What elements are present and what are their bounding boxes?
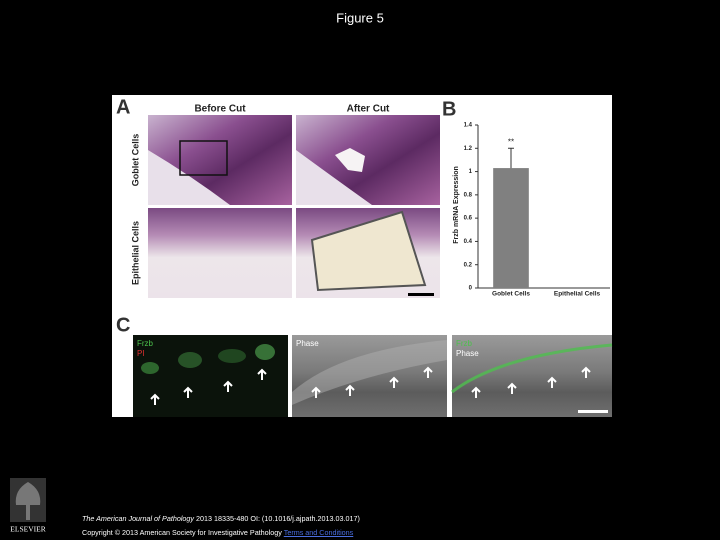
arrow (423, 366, 433, 378)
x-tick-label: Goblet Cells (492, 291, 530, 298)
copyright-line: Copyright © 2013 American Society for In… (82, 528, 353, 537)
micrograph (296, 208, 440, 298)
micrograph (133, 335, 288, 417)
micrograph (148, 115, 292, 205)
channel-label: Frzb (137, 339, 154, 348)
arrow (547, 376, 557, 388)
annotation: ** (508, 137, 514, 146)
channel-label: Phase (456, 349, 479, 358)
micrograph (451, 335, 613, 417)
channel-label: Frzb (456, 339, 473, 348)
error-bar (508, 147, 514, 169)
arrow (223, 380, 233, 392)
y-tick-label: 0.6 (464, 216, 473, 222)
row-label: Epithelial Cells (130, 221, 140, 285)
panel-label: C (116, 314, 130, 336)
row-label: Goblet Cells (130, 134, 140, 187)
panel-label: B (442, 98, 456, 120)
y-tick-label: 0 (469, 286, 473, 292)
y-tick-label: 0.4 (464, 239, 473, 245)
journal: The American Journal of Pathology (82, 514, 194, 523)
y-tick-label: 0.2 (464, 262, 473, 268)
y-tick-label: 1.2 (464, 146, 473, 152)
micrograph (292, 335, 447, 417)
copyright: Copyright © 2013 American Society for In… (82, 528, 282, 537)
citation: The American Journal of Pathology 2013 1… (82, 514, 360, 523)
column-label: Before Cut (194, 104, 246, 115)
logo-text: ELSEVIER (10, 525, 45, 534)
slide-title: Figure 5 (336, 10, 384, 25)
arrow (257, 368, 267, 380)
micrograph (296, 115, 440, 205)
arrow (507, 382, 517, 394)
arrow (311, 386, 321, 398)
channel-label: Phase (296, 339, 319, 348)
panel-label: A (116, 96, 130, 118)
arrow (581, 366, 591, 378)
citation-text: 2013 18335-480 OI: (10.1016/j.ajpath.201… (196, 514, 360, 523)
column-label: After Cut (347, 104, 390, 115)
arrow (389, 376, 399, 388)
logo (10, 478, 46, 522)
y-tick-label: 1.4 (464, 123, 473, 129)
arrow (183, 386, 193, 398)
micrograph (148, 208, 292, 298)
y-tick-label: 0.8 (464, 192, 473, 198)
bar (493, 168, 529, 288)
y-axis-label: Frzb mRNA Expression (453, 166, 460, 244)
arrow (345, 384, 355, 396)
y-tick-label: 1 (469, 169, 473, 175)
x-tick-label: Epithelial Cells (554, 291, 601, 298)
arrow (471, 386, 481, 398)
terms-link[interactable]: Terms and Conditions (283, 528, 354, 537)
channel-label: PI (137, 349, 145, 358)
arrow (150, 393, 160, 405)
